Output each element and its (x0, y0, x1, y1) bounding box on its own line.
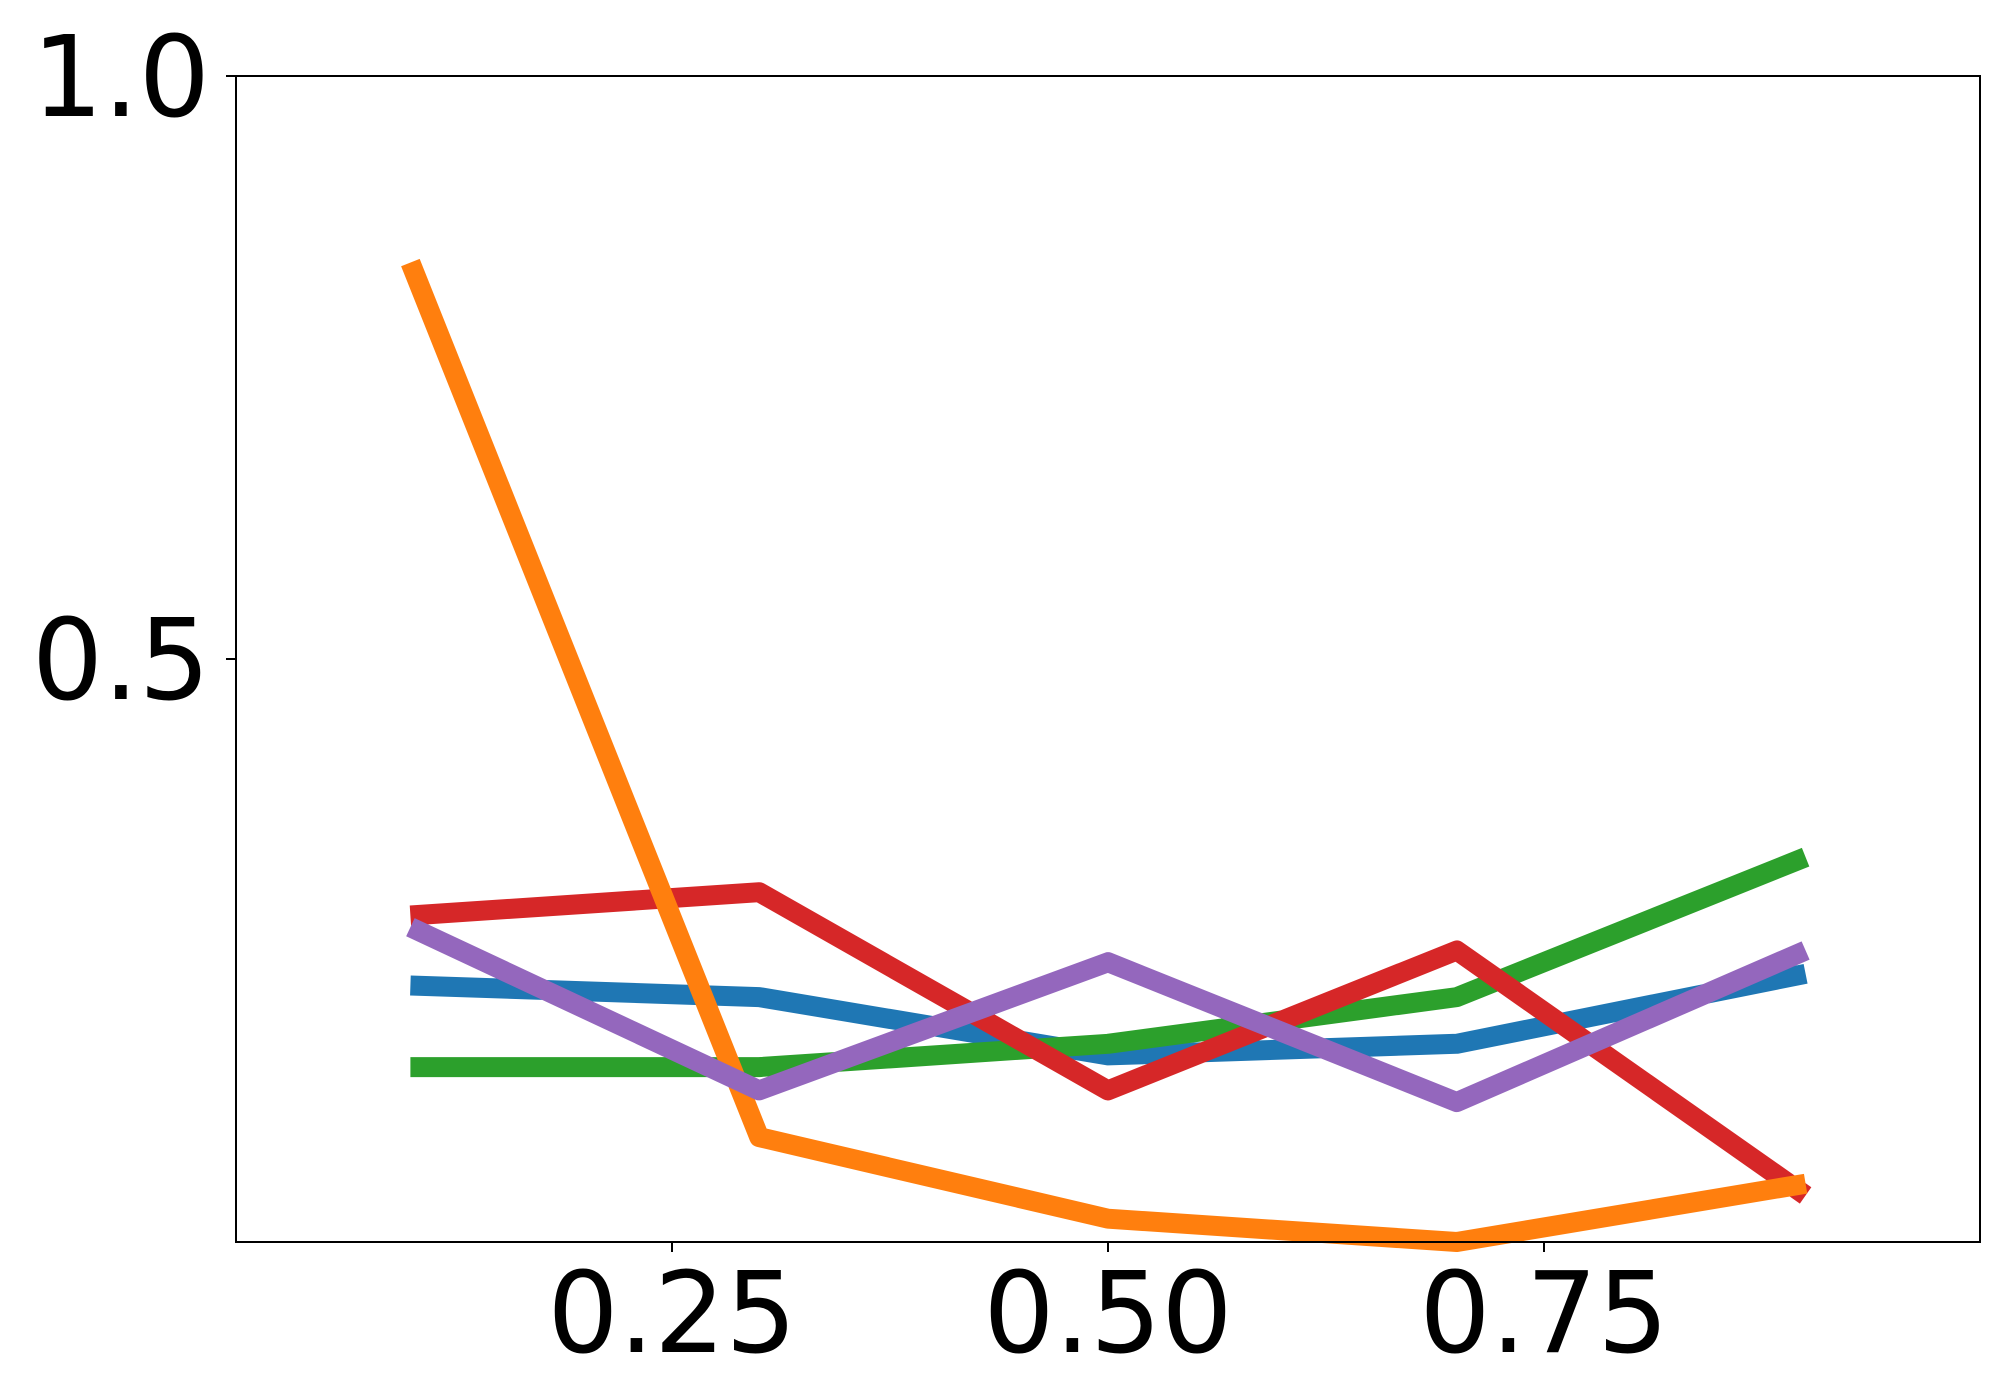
series-line-4 (401, 258, 1808, 1252)
y-tick-label: 1.0 (32, 13, 210, 143)
series-line-2 (410, 847, 1810, 1078)
series-layer (401, 258, 1812, 1252)
x-tick-label: 0.50 (983, 1249, 1232, 1379)
ticks-layer: 0.25 0.50 0.75 0.5 1.0 (32, 13, 1669, 1379)
series-line-5 (406, 918, 1810, 1113)
y-tick-label: 0.5 (32, 596, 210, 726)
x-tick-label: 0.75 (1419, 1249, 1668, 1379)
series-line-3 (409, 882, 1812, 1204)
x-tick-label: 0.25 (547, 1249, 796, 1379)
